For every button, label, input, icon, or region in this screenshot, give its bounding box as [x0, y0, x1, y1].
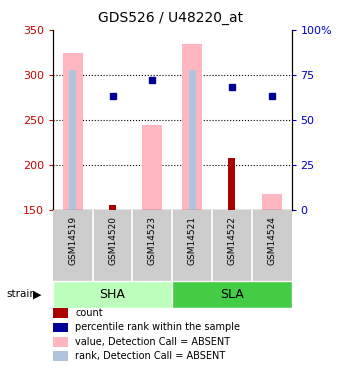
Text: GSM14523: GSM14523 — [148, 216, 157, 265]
Bar — [63, 53, 83, 210]
Bar — [262, 194, 282, 210]
Text: GDS526 / U48220_at: GDS526 / U48220_at — [98, 11, 243, 25]
Bar — [109, 205, 116, 210]
Text: GSM14522: GSM14522 — [227, 216, 236, 265]
Text: count: count — [75, 308, 103, 318]
Text: GSM14519: GSM14519 — [68, 216, 77, 265]
Bar — [143, 124, 162, 210]
Text: strain: strain — [7, 290, 37, 299]
Text: SLA: SLA — [220, 288, 244, 301]
Text: GSM14520: GSM14520 — [108, 216, 117, 265]
Bar — [69, 70, 76, 210]
Text: GSM14521: GSM14521 — [188, 216, 197, 265]
Bar — [182, 44, 202, 210]
Bar — [189, 70, 196, 210]
Text: GSM14524: GSM14524 — [267, 216, 276, 265]
Text: value, Detection Call = ABSENT: value, Detection Call = ABSENT — [75, 337, 230, 346]
Text: rank, Detection Call = ABSENT: rank, Detection Call = ABSENT — [75, 351, 225, 361]
Bar — [172, 281, 292, 308]
Text: SHA: SHA — [100, 288, 125, 301]
Text: percentile rank within the sample: percentile rank within the sample — [75, 322, 240, 332]
Text: ▶: ▶ — [33, 290, 42, 299]
Bar — [228, 158, 235, 210]
Bar — [53, 281, 172, 308]
